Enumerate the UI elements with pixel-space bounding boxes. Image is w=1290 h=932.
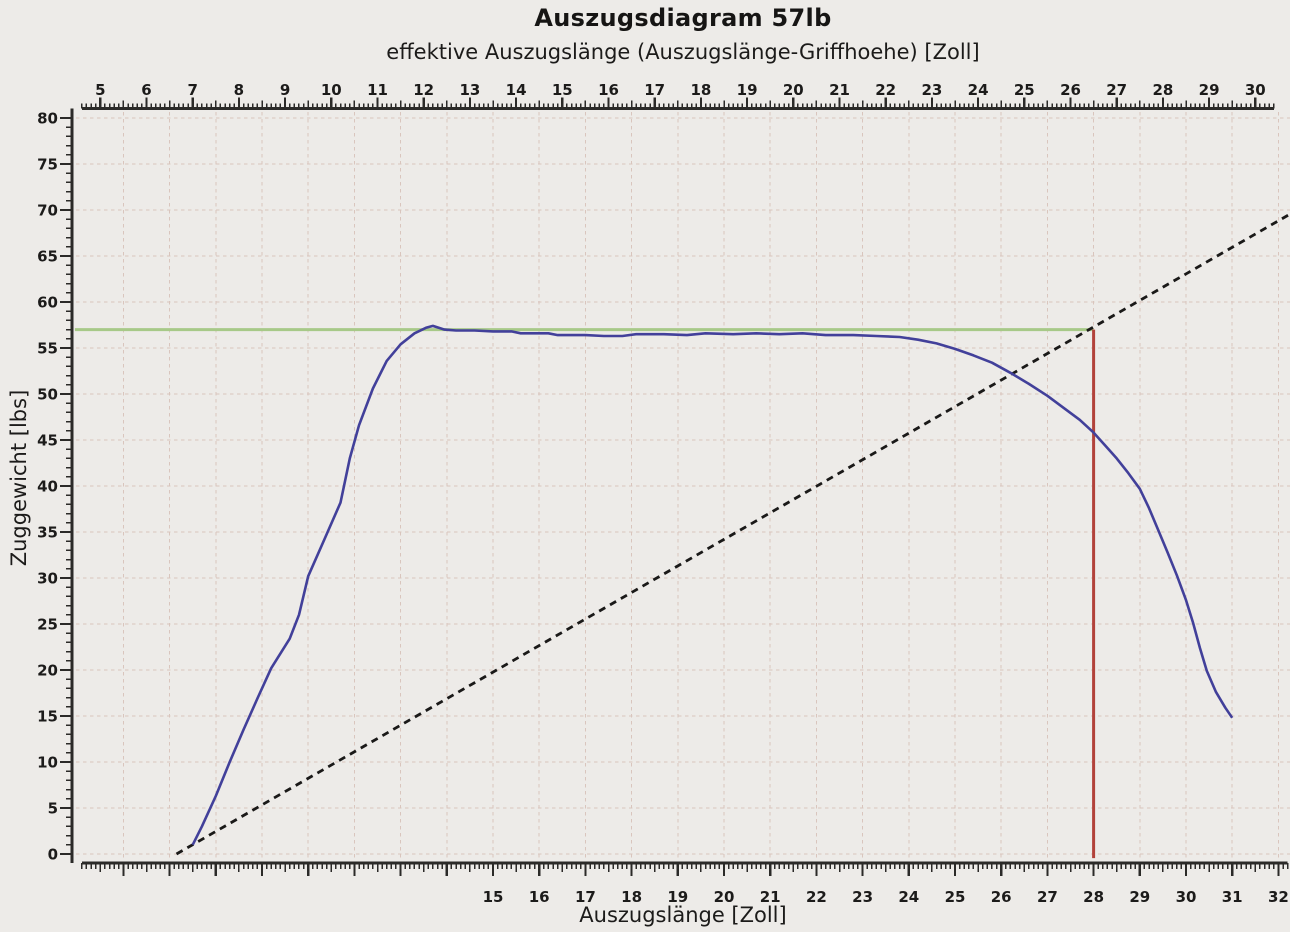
top-axis-tick-label: 24 [968,81,989,99]
bottom-axis-title: Auszugslänge [Zoll] [579,903,787,927]
top-axis-tick-label: 29 [1199,81,1220,99]
bottom-axis-tick-label: 23 [852,888,873,906]
bottom-axis-tick-label: 28 [1083,888,1104,906]
top-axis-tick-label: 6 [141,81,151,99]
top-axis-title: effektive Auszugslänge (Auszugslänge-Gri… [386,40,980,64]
top-axis-tick-label: 22 [875,81,896,99]
top-axis-tick-label: 27 [1106,81,1127,99]
force-draw-curve [191,324,1234,846]
top-axis-tick-label: 20 [783,81,804,99]
bottom-axis-tick-label: 31 [1222,888,1243,906]
bottom-axis-tick-label: 19 [667,888,688,906]
bottom-axis-tick-label: 32 [1268,888,1289,906]
left-axis-tick-label: 50 [37,386,58,404]
top-axis-tick-label: 12 [413,81,434,99]
left-axis-tick-label: 60 [37,294,58,312]
top-axis-tick-label: 13 [459,81,480,99]
left-axis-tick-label: 10 [37,754,58,772]
bottom-axis-tick-label: 29 [1129,888,1150,906]
linear-reference-line [175,212,1290,856]
bottom-axis-tick-label: 16 [529,888,550,906]
axes [60,97,1289,876]
bottom-axis-tick-label: 25 [945,888,966,906]
bottom-axis-tick-label: 22 [806,888,827,906]
bottom-axis-tick-label: 15 [483,888,504,906]
bottom-axis-tick-label: 27 [1037,888,1058,906]
top-axis-tick-label: 11 [367,81,388,99]
chart-title: Auszugsdiagram 57lb [534,4,832,32]
top-axis-tick-label: 5 [95,81,105,99]
left-axis-tick-label: 15 [37,708,58,726]
left-axis-tick-label: 35 [37,524,58,542]
top-axis-tick-label: 30 [1245,81,1266,99]
top-axis-tick-label: 21 [829,81,850,99]
top-axis-tick-label: 19 [737,81,758,99]
bottom-axis-tick-label: 20 [714,888,735,906]
top-axis-tick-label: 26 [1060,81,1081,99]
left-axis-tick-label: 75 [37,156,58,174]
top-axis-tick-label: 7 [187,81,197,99]
bottom-axis-tick-label: 30 [1176,888,1197,906]
top-axis-tick-label: 17 [644,81,665,99]
top-axis-tick-label: 23 [921,81,942,99]
left-axis-tick-label: 20 [37,662,58,680]
left-axis-tick-label: 25 [37,616,58,634]
grid [76,112,1290,859]
bottom-axis-tick-label: 21 [760,888,781,906]
left-axis-tick-label: 65 [37,248,58,266]
left-axis-title: Zuggewicht [lbs] [7,389,31,567]
bottom-axis-tick-label: 18 [621,888,642,906]
top-axis-tick-label: 10 [321,81,342,99]
top-axis-tick-label: 16 [598,81,619,99]
top-axis-tick-label: 28 [1152,81,1173,99]
bottom-axis-tick-label: 17 [575,888,596,906]
top-axis-tick-label: 15 [552,81,573,99]
bottom-axis-tick-label: 24 [898,888,919,906]
left-axis-tick-label: 70 [37,202,58,220]
left-axis-tick-label: 55 [37,340,58,358]
top-axis-tick-label: 18 [690,81,711,99]
left-axis-tick-label: 5 [48,800,58,818]
tick-labels: 5 6 7 8 9 10 11 12 13 14 15 16 17 18 19 20 21 22 23 24 25 26 2… [37,81,1289,906]
left-axis-tick-label: 30 [37,570,58,588]
top-axis-tick-label: 8 [234,81,244,99]
bottom-axis-tick-label: 26 [991,888,1012,906]
left-axis-tick-label: 40 [37,478,58,496]
top-axis-tick-label: 14 [506,81,527,99]
top-axis-tick-label: 9 [280,81,290,99]
left-axis-tick-label: 80 [37,110,58,128]
left-axis-tick-label: 0 [48,846,58,864]
top-axis-tick-label: 25 [1014,81,1035,99]
left-axis-tick-label: 45 [37,432,58,450]
